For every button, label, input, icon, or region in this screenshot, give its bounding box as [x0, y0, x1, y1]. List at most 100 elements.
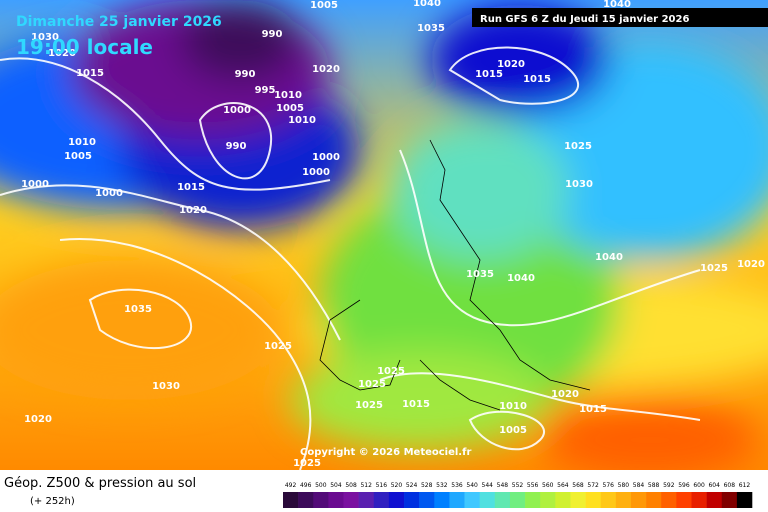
isobar-label: 1020 [24, 414, 52, 425]
scale-label: 552 [512, 482, 524, 489]
scale-label: 532 [436, 482, 448, 489]
scale-swatch [646, 492, 662, 508]
scale-label: 504 [330, 482, 342, 489]
run-info: Run GFS 6 Z du Jeudi 15 janvier 2026 [480, 14, 689, 25]
scale-swatch [404, 492, 420, 508]
isobar-label: 1000 [95, 188, 123, 199]
scale-swatch [600, 492, 617, 508]
scale-swatch [691, 492, 707, 508]
isobar-label: 1040 [507, 273, 535, 284]
scale-label: 500 [315, 482, 327, 489]
isobar-label: 1030 [152, 381, 180, 392]
scale-swatch [328, 492, 344, 508]
isobar-label: 1025 [564, 141, 592, 152]
isobar-label: 1010 [68, 137, 96, 148]
scale-label: 564 [557, 482, 569, 489]
isobar-label: 1005 [499, 425, 527, 436]
isobar-label: 1005 [64, 151, 92, 162]
footer-lead: (+ 252h) [30, 496, 75, 507]
isobar-label: 1010 [499, 401, 527, 412]
isobar-label: 1015 [402, 399, 430, 410]
scale-swatch [358, 492, 375, 508]
scale-swatch [388, 492, 405, 508]
scale-label: 592 [663, 482, 675, 489]
scale-swatch [525, 492, 541, 508]
scale-swatch [509, 492, 526, 508]
scale-label: 600 [693, 482, 705, 489]
isobar-label: 1010 [288, 115, 316, 126]
scale-label: 524 [406, 482, 418, 489]
isobar-label: 1015 [177, 182, 205, 193]
isobar-label: 1015 [523, 74, 551, 85]
scale-label: 508 [345, 482, 357, 489]
copyright: Copyright © 2026 Meteociel.fr [300, 447, 471, 458]
isobar-label: 995 [255, 85, 276, 96]
isobar-label: 1020 [551, 389, 579, 400]
scale-swatch [676, 492, 692, 508]
isobar-label: 1025 [264, 341, 292, 352]
isobar-label: 1035 [466, 269, 494, 280]
scale-swatch [419, 492, 435, 508]
isobar-label: 1005 [276, 103, 304, 114]
isobar-label: 1020 [48, 48, 76, 59]
scale-label: 540 [466, 482, 478, 489]
scale-swatch [313, 492, 329, 508]
isobar-label: 1020 [737, 259, 765, 270]
isobar-label: 1015 [76, 68, 104, 79]
scale-label: 580 [618, 482, 630, 489]
scale-swatch [570, 492, 586, 508]
scale-label: 596 [678, 482, 690, 489]
isobar-label: 1000 [21, 179, 49, 190]
isobar-label: 1025 [358, 379, 386, 390]
isobar-label: 1035 [124, 304, 152, 315]
scale-swatch [449, 492, 465, 508]
color-scale: 492 496 500 504 508 512 516 520 524 528 532 536 540 5… [283, 482, 753, 508]
isobar-label: 1035 [417, 23, 445, 34]
scale-label: 536 [451, 482, 463, 489]
isobar-label: 1000 [302, 167, 330, 178]
isobar-label: 1025 [355, 400, 383, 411]
scale-label: 612 [739, 482, 751, 489]
scale-swatch [434, 492, 450, 508]
scale-swatch [373, 492, 390, 508]
isobar-label: 1000 [312, 152, 340, 163]
scale-label: 608 [724, 482, 736, 489]
isobar-label: 1005 [310, 0, 338, 11]
scale-swatch [540, 492, 556, 508]
scale-swatch [494, 492, 511, 508]
scale-label: 604 [708, 482, 720, 489]
scale-label: 584 [633, 482, 645, 489]
map-area [0, 0, 768, 480]
isobar-label: 1015 [579, 404, 607, 415]
scale-label: 496 [300, 482, 312, 489]
isobar-label: 990 [262, 29, 283, 40]
isobar-label: 990 [235, 69, 256, 80]
isobar-label: 1040 [603, 0, 631, 10]
scale-label: 548 [497, 482, 509, 489]
scale-swatch [464, 492, 480, 508]
scale-swatch [283, 492, 299, 508]
scale-label: 512 [360, 482, 372, 489]
isobar-label: 1025 [700, 263, 728, 274]
run-box [472, 8, 768, 27]
isobar-label: 1020 [312, 64, 340, 75]
isobar-label: 1040 [595, 252, 623, 263]
isobar-label: 1020 [497, 59, 525, 70]
scale-swatch [479, 492, 496, 508]
date: Dimanche 25 janvier 2026 [16, 14, 222, 30]
isobar-label: 1040 [413, 0, 441, 9]
isobar-label: 1030 [31, 32, 59, 43]
scale-swatch [630, 492, 647, 508]
scale-label: 560 [542, 482, 554, 489]
isobar-label: 1000 [223, 105, 251, 116]
isobar-label: 1015 [475, 69, 503, 80]
scale-swatch [736, 492, 753, 508]
scale-label: 556 [527, 482, 539, 489]
scale-label: 528 [421, 482, 433, 489]
scale-label: 492 [285, 482, 297, 489]
scale-label: 572 [587, 482, 599, 489]
isobar-label: 1020 [179, 205, 207, 216]
scale-label: 576 [603, 482, 615, 489]
isobar-label: 1010 [274, 90, 302, 101]
